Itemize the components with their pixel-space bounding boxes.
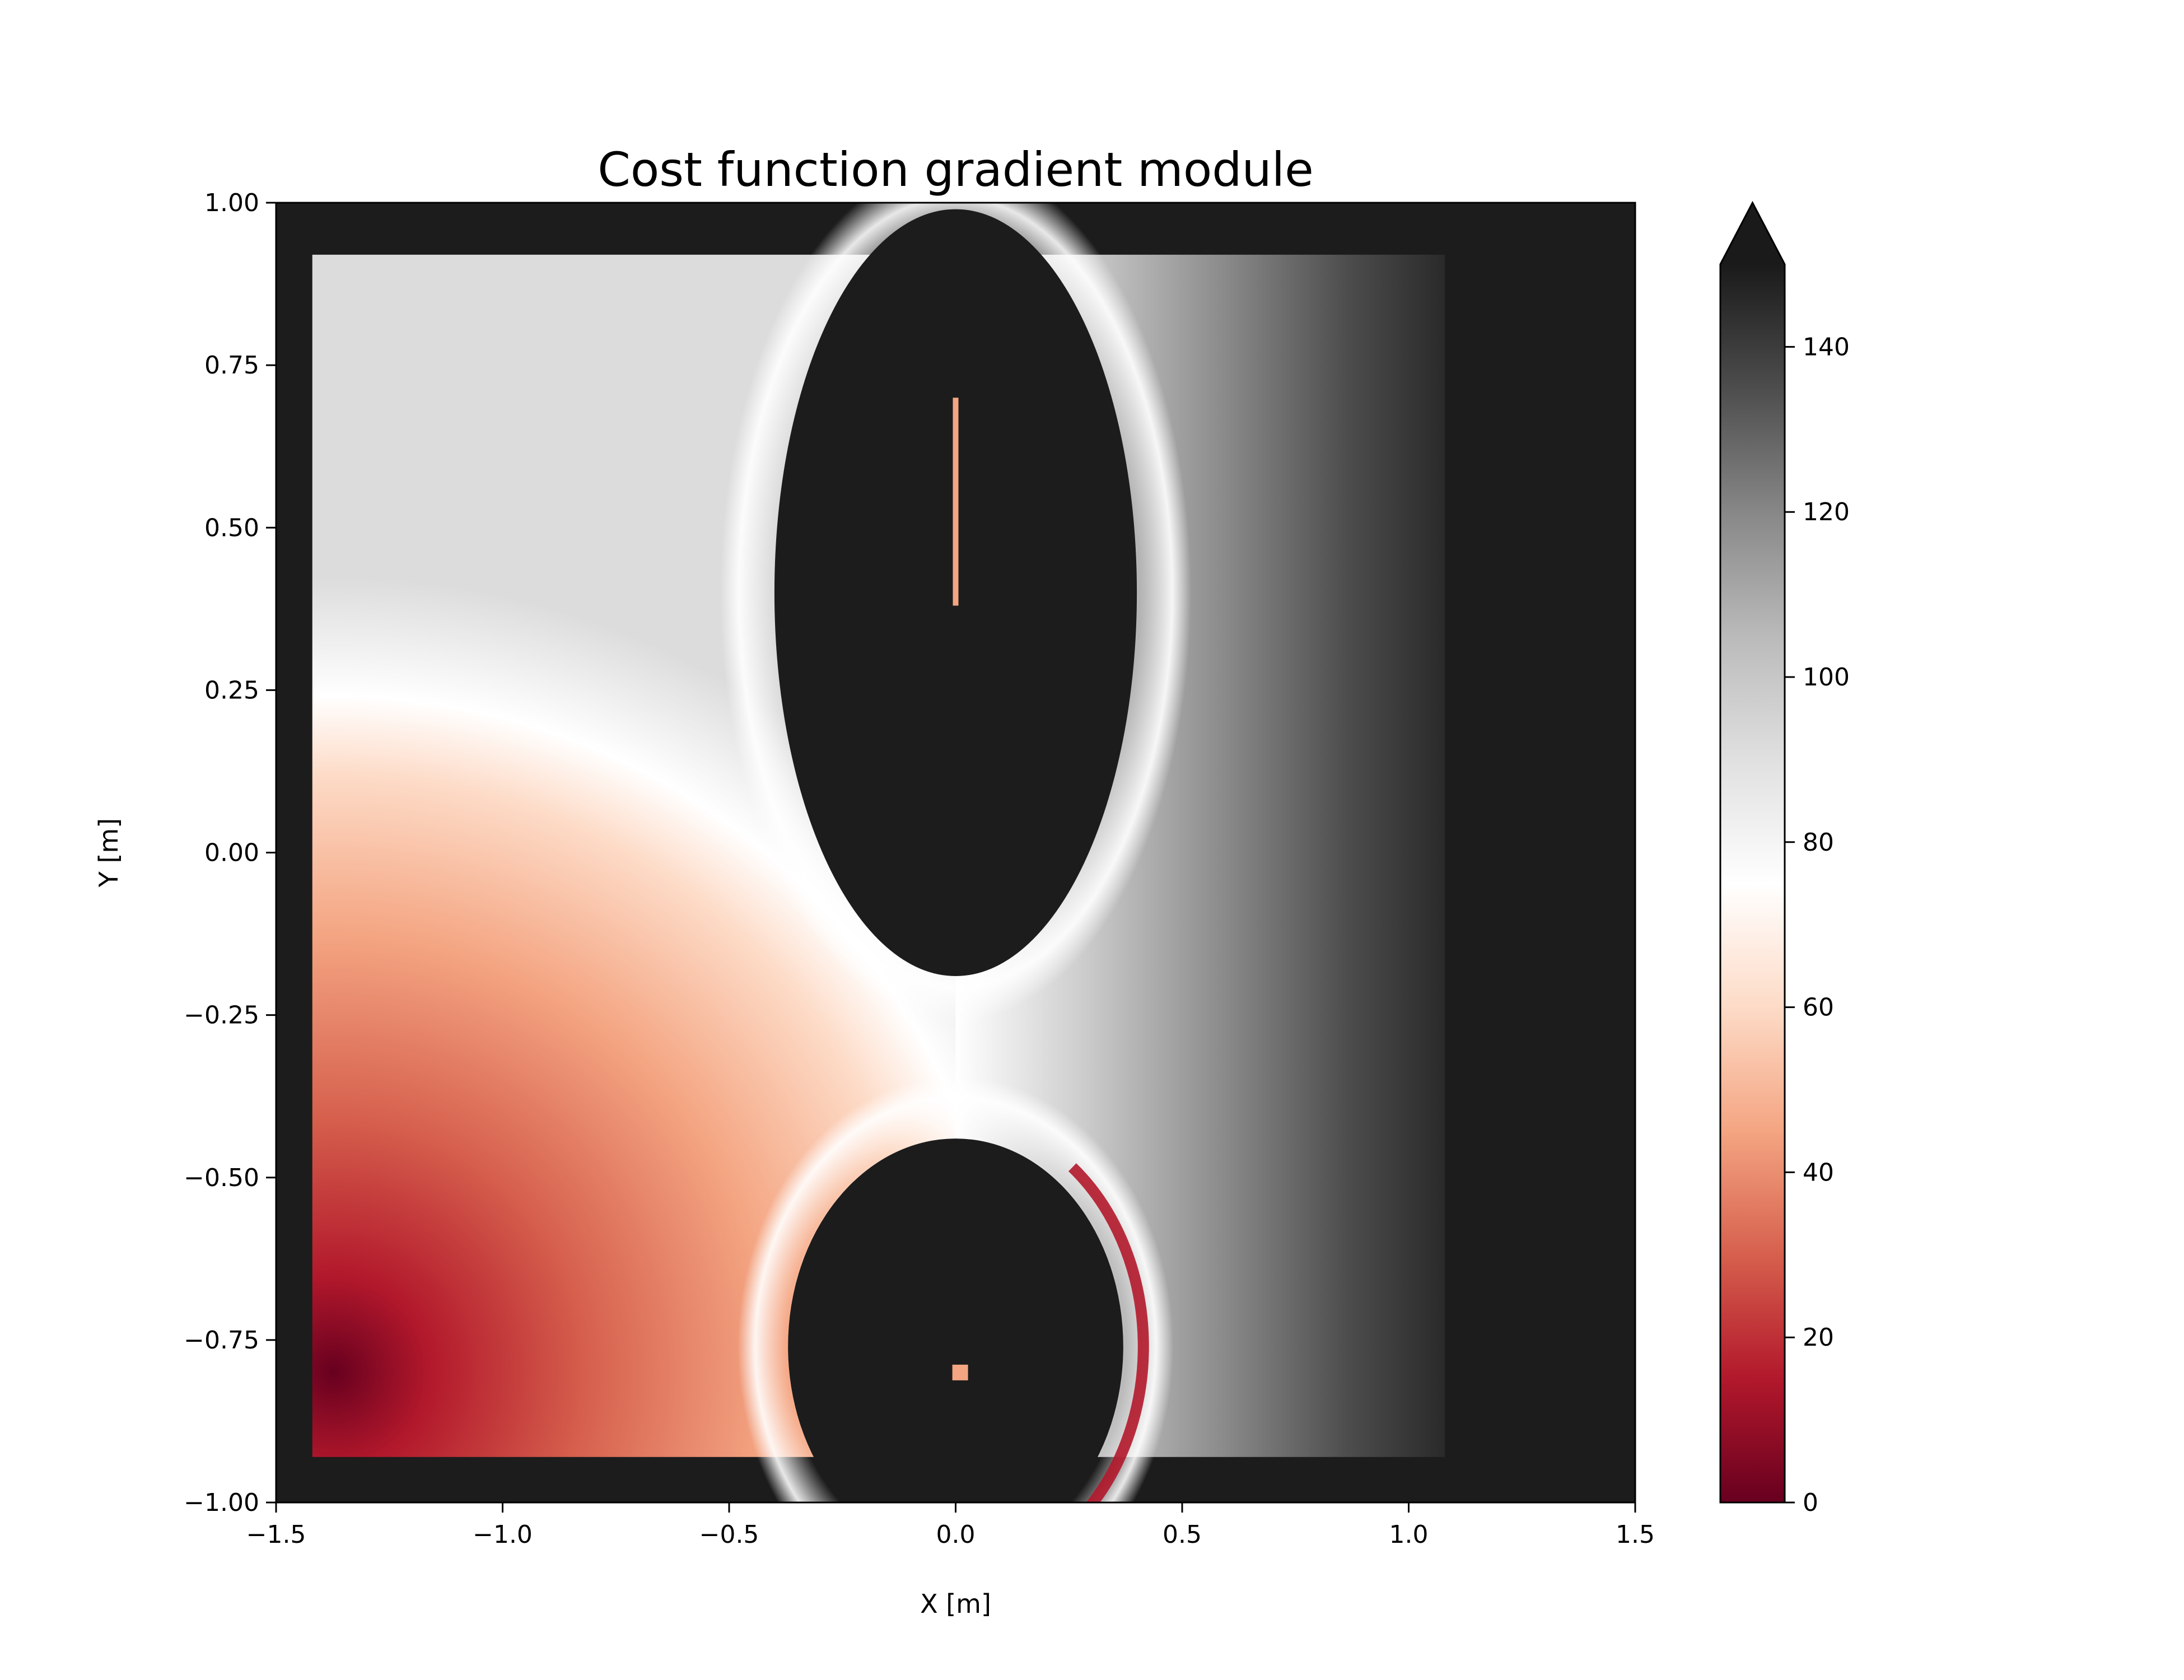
y-tick-label: −0.25	[184, 1001, 259, 1030]
x-tick-label: −1.5	[246, 1520, 306, 1549]
colorbar-outline	[1719, 200, 1786, 1504]
goal-point-marker	[952, 1364, 968, 1380]
colorbar-gradient	[1720, 264, 1785, 1502]
x-tick-label: 0.0	[936, 1520, 976, 1549]
y-tick-label: −0.75	[184, 1326, 259, 1355]
colorbar-tick-label: 120	[1803, 498, 1850, 526]
y-axis: −1.00 −0.75 −0.50 −0.25 0.00 0.25 0.50 0.75 1.00	[184, 189, 276, 1517]
y-tick-label: 1.00	[204, 189, 259, 217]
colorbar: 0 20 40 60 80 100 120 140	[1719, 200, 1850, 1517]
low-gradient-arc	[1068, 1163, 1149, 1502]
y-tick-label: 0.75	[204, 351, 259, 380]
chart-title: Cost function gradient module	[598, 142, 1314, 197]
colorbar-tick-label: 80	[1803, 828, 1834, 857]
x-tick-label: 1.5	[1616, 1520, 1655, 1549]
x-axis-label: X [m]	[920, 1589, 991, 1619]
plot-area	[276, 203, 1635, 1502]
y-tick-label: 0.00	[204, 839, 259, 867]
colorbar-tick-label: 140	[1803, 333, 1850, 361]
colorbar-tick-label: 60	[1803, 993, 1834, 1022]
y-tick-label: −1.00	[184, 1488, 259, 1517]
y-tick-label: −0.50	[184, 1164, 259, 1192]
colorbar-tick-label: 0	[1803, 1488, 1818, 1517]
colorbar-tick-label: 40	[1803, 1158, 1834, 1187]
needle-artifact	[953, 398, 959, 606]
colorbar-tick-label: 100	[1803, 663, 1850, 692]
colorbar-ticks: 0 20 40 60 80 100 120 140	[1785, 333, 1850, 1517]
colorbar-extend-arrow	[1720, 203, 1785, 264]
obstacle-lower	[788, 1138, 1123, 1502]
x-tick-label: −1.0	[473, 1520, 533, 1549]
y-tick-label: 0.25	[204, 676, 259, 704]
x-tick-label: −0.5	[699, 1520, 759, 1549]
x-tick-label: 0.5	[1163, 1520, 1202, 1549]
colorbar-tick-label: 20	[1803, 1323, 1834, 1352]
y-axis-label: Y [m]	[94, 818, 124, 888]
x-tick-label: 1.0	[1389, 1520, 1429, 1549]
y-tick-label: 0.50	[204, 514, 259, 542]
x-axis: −1.5 −1.0 −0.5 0.0 0.5 1.0 1.5	[246, 1502, 1655, 1549]
